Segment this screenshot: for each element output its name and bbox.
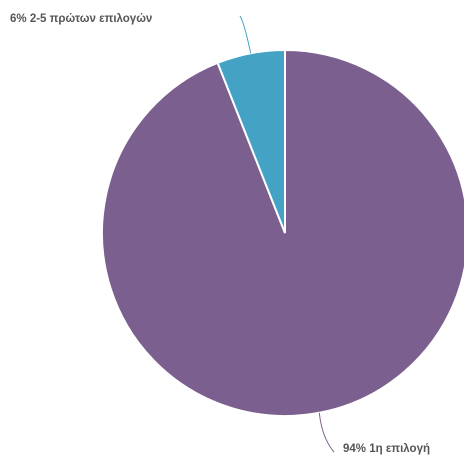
leader-line-1 [239, 15, 252, 54]
pie-slice-0 [101, 48, 464, 417]
data-label-0: 94% 1η επιλογή [343, 443, 430, 455]
pie-slice-1 [216, 48, 286, 234]
data-label-1: 6% 2-5 πρώτων επιλογών [10, 13, 152, 25]
leader-line-0 [318, 412, 335, 453]
leader-lines-layer [239, 15, 335, 453]
data-labels-layer: 94% 1η επιλογή 6% 2-5 πρώτων επιλογών [10, 13, 430, 455]
slices-layer [101, 48, 464, 417]
